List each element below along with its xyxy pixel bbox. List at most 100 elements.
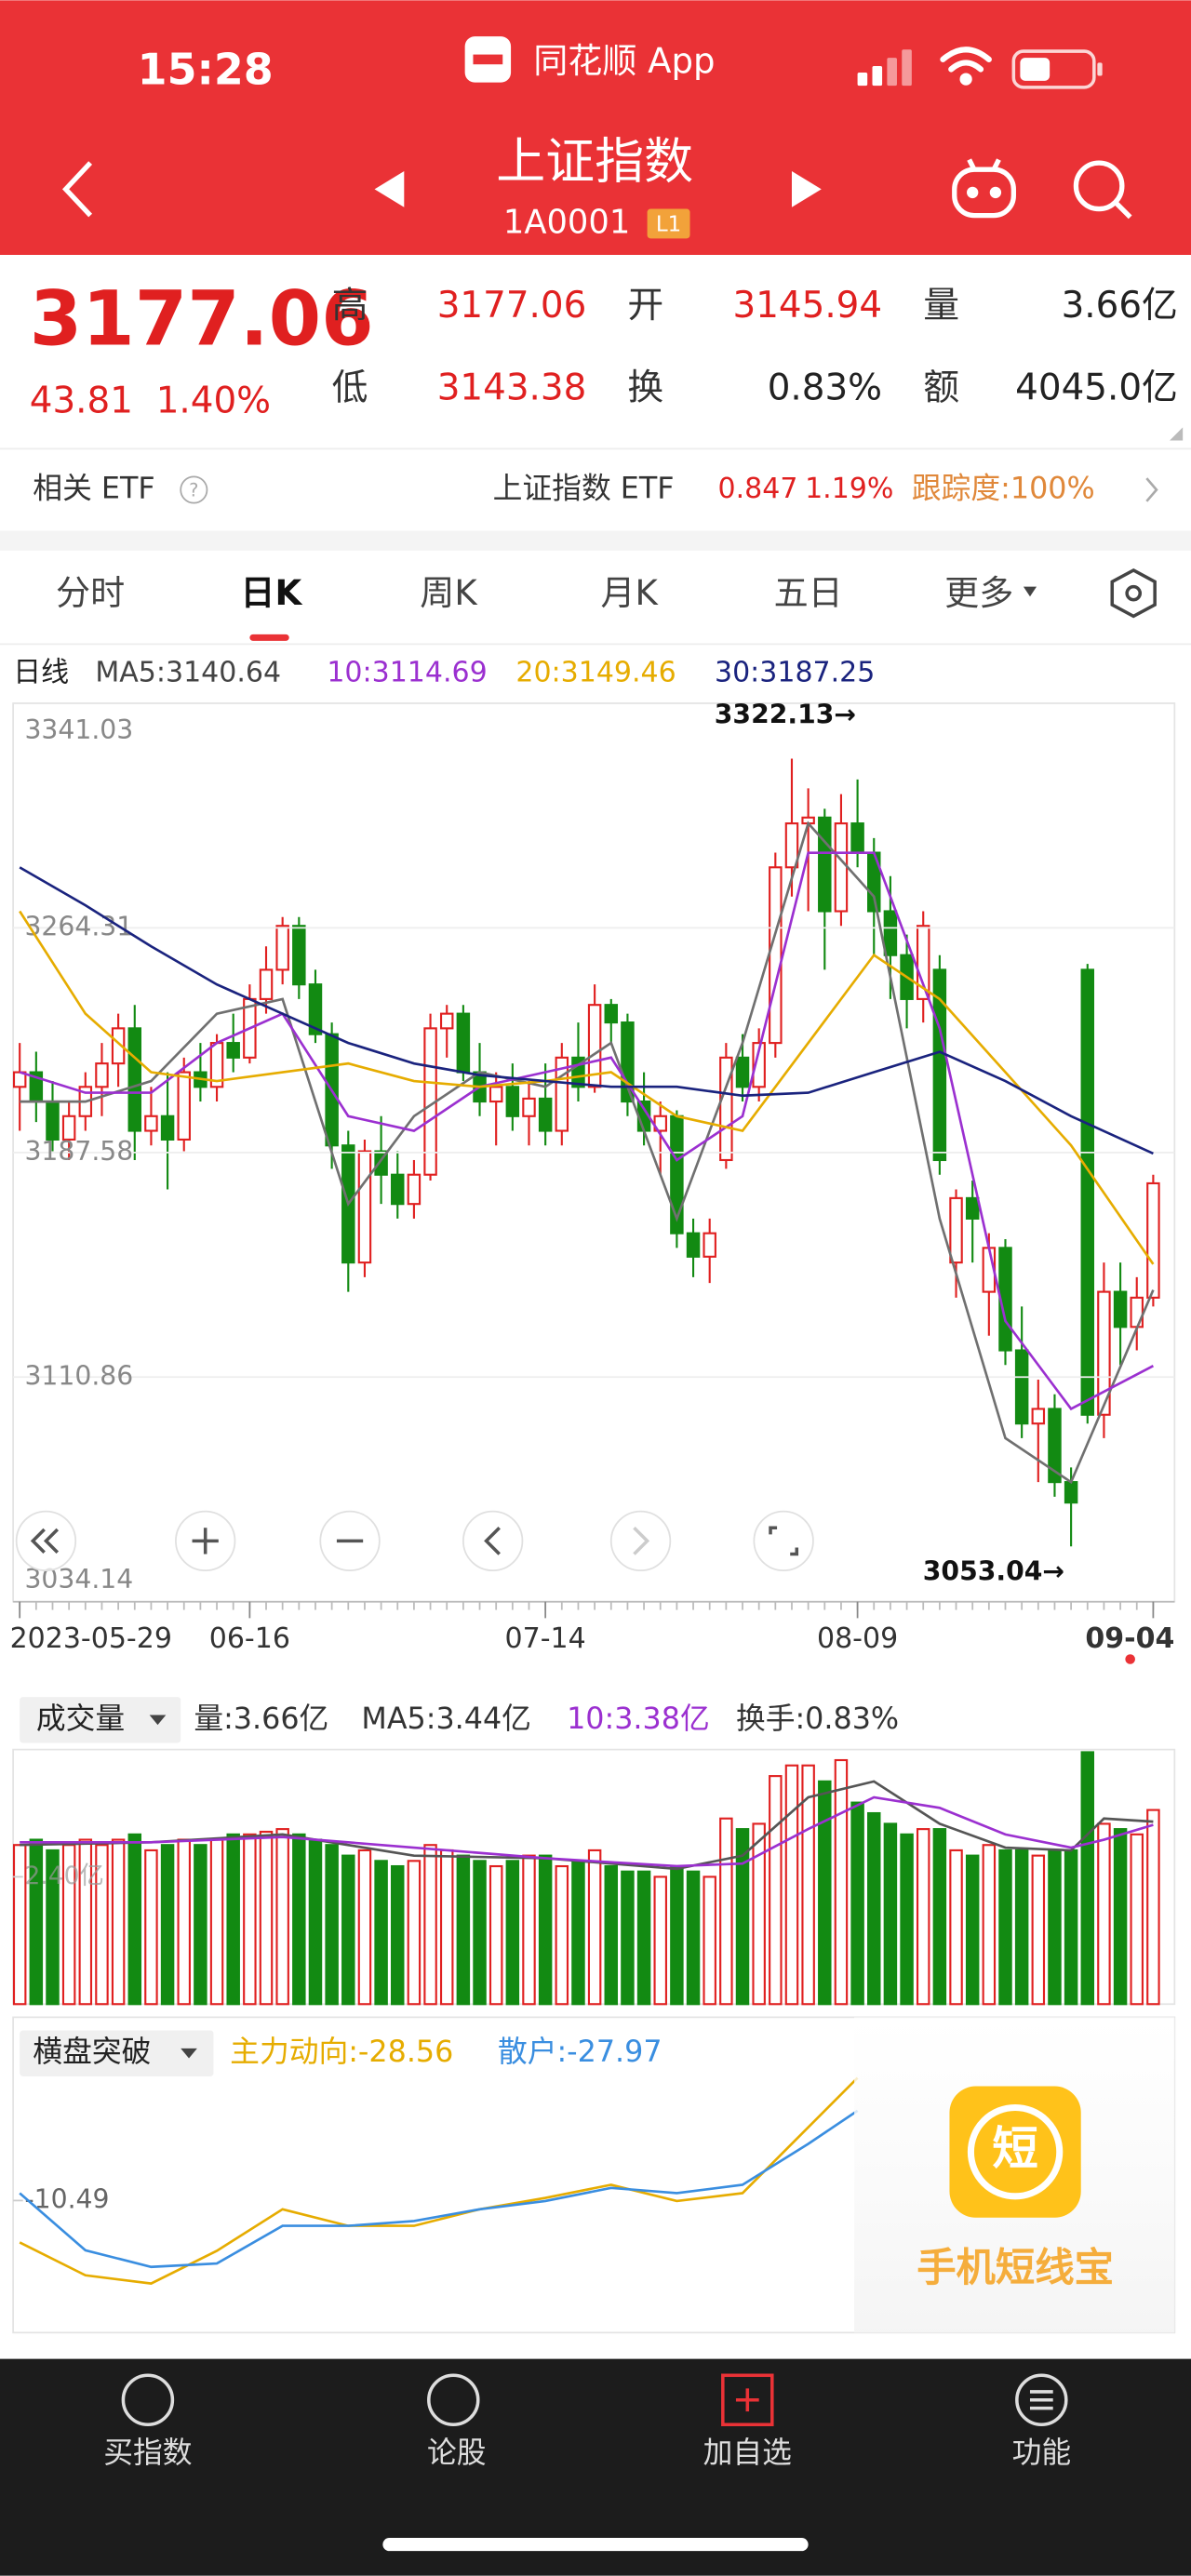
volume-bar (784, 1764, 799, 2006)
volume-bar (916, 1828, 930, 2006)
candle-body (949, 1196, 963, 1264)
promo-text: 手机短线宝 (917, 2245, 1114, 2290)
volume-bar (391, 1864, 405, 2006)
volume-bar (160, 1844, 175, 2006)
candle-body (686, 1232, 701, 1258)
nav-label[interactable]: 买指数 (103, 2436, 192, 2470)
volume-bar (834, 1758, 849, 2006)
volume-bar (587, 1849, 602, 2006)
quote-label: 额 (923, 367, 959, 408)
next-button[interactable] (791, 170, 822, 207)
period-tab[interactable]: 分时 (56, 573, 125, 613)
volume-bar (341, 1854, 355, 2006)
scroll-right-button[interactable] (609, 1510, 672, 1572)
candle-body (259, 968, 274, 1000)
candle-body (752, 1042, 766, 1088)
indicator-selector[interactable] (20, 2030, 214, 2076)
candle-body (703, 1232, 716, 1258)
etf-tracking: 跟踪度:100% (912, 472, 1095, 505)
volume-selector[interactable] (20, 1697, 181, 1743)
period-tab[interactable]: 五日 (774, 573, 843, 613)
volume-bar (488, 1864, 503, 2006)
candle-body (1130, 1296, 1144, 1328)
ma-legend: 20:3149.46 (515, 657, 676, 689)
candle-body (226, 1042, 240, 1059)
volume-bar (932, 1828, 947, 2006)
candle-body (439, 1012, 454, 1030)
price-change: 43.81 (30, 380, 133, 421)
period-tab[interactable]: 周K (420, 573, 478, 613)
candle-body (144, 1114, 158, 1132)
quote-value: 3145.94 (733, 285, 883, 327)
volume-bar (735, 1828, 750, 2006)
etf-pct: 1.19% (805, 473, 893, 505)
volume-bar (719, 1817, 733, 2006)
etf-name: 上证指数 ETF (493, 472, 675, 505)
volume-bar (1113, 1828, 1128, 2006)
etf-label: 相关 ETF (33, 472, 154, 505)
extreme-label: 3053.04→ (923, 1555, 1064, 1586)
candle-body (965, 1196, 980, 1220)
volume-legend: 换手:0.83% (736, 1702, 899, 1736)
robot-button[interactable] (952, 158, 1016, 219)
volume-bar (900, 1833, 914, 2006)
stock-code: 1A0001 (503, 203, 630, 241)
clock: 15:28 (138, 45, 274, 95)
candle-body (127, 1027, 142, 1132)
y-tick-label: 3110.86 (24, 1360, 133, 1391)
help-icon[interactable] (180, 475, 208, 504)
quote-label: 高 (332, 285, 368, 327)
settings-button[interactable] (1110, 567, 1157, 619)
quote-value: 3143.38 (437, 367, 587, 408)
tab-indicator (249, 634, 289, 641)
candle-body (95, 1062, 109, 1088)
period-tab[interactable]: 日K (240, 573, 302, 613)
ma-legend: 30:3187.25 (715, 657, 875, 689)
nav-label[interactable]: 论股 (427, 2436, 487, 2470)
volume-bar (752, 1822, 766, 2006)
level-badge-text: L1 (656, 213, 681, 237)
nav-icon-menu[interactable] (1015, 2373, 1068, 2427)
volume-bar (670, 1864, 684, 2006)
volume-bar (1097, 1822, 1111, 2006)
period-tab[interactable]: 月K (601, 573, 660, 613)
candle-body (308, 983, 323, 1035)
volume-title: 成交量 (36, 1702, 125, 1736)
ma-legend: 10:3114.69 (327, 657, 487, 689)
volume-bar (769, 1775, 783, 2006)
volume-bar (243, 1833, 257, 2006)
period-tab[interactable]: 更多 (944, 573, 1013, 613)
nav-icon-buy[interactable] (121, 2373, 175, 2427)
nav-label[interactable]: 加自选 (703, 2436, 792, 2470)
volume-bar (818, 1780, 832, 2006)
indicator-line (19, 910, 1155, 1265)
volume-bar (949, 1849, 963, 2006)
search-button[interactable] (1073, 160, 1132, 220)
nav-label[interactable]: 功能 (1012, 2436, 1072, 2470)
candle-body (275, 925, 289, 971)
battery-level (1020, 58, 1050, 81)
nav-icon-add[interactable] (721, 2373, 774, 2427)
volume-bar (259, 1830, 274, 2006)
volume-bar (1048, 1849, 1062, 2006)
prev-button[interactable] (374, 170, 405, 207)
candle-body (46, 1100, 60, 1141)
fullscreen-button[interactable] (753, 1510, 814, 1572)
candle-body (834, 822, 849, 913)
home-indicator (382, 2538, 809, 2552)
nav-icon-forum[interactable] (427, 2373, 480, 2427)
battery-tip (1097, 62, 1103, 76)
back-button[interactable] (61, 161, 93, 218)
quote-value: 0.83% (768, 367, 882, 408)
scroll-left-button[interactable] (462, 1510, 524, 1572)
etf-chevron[interactable] (1145, 477, 1158, 502)
toolbar-glyphs (30, 1526, 799, 1556)
indicator-line (19, 851, 1155, 1411)
more-caret (1023, 586, 1037, 597)
x-tick-label: 08-09 (817, 1622, 898, 1655)
volume-bar (275, 1828, 289, 2006)
candle-body (587, 1004, 602, 1088)
chart-toolbar (15, 1510, 814, 1572)
volume-bar (636, 1870, 651, 2006)
candle-body (1031, 1408, 1046, 1425)
